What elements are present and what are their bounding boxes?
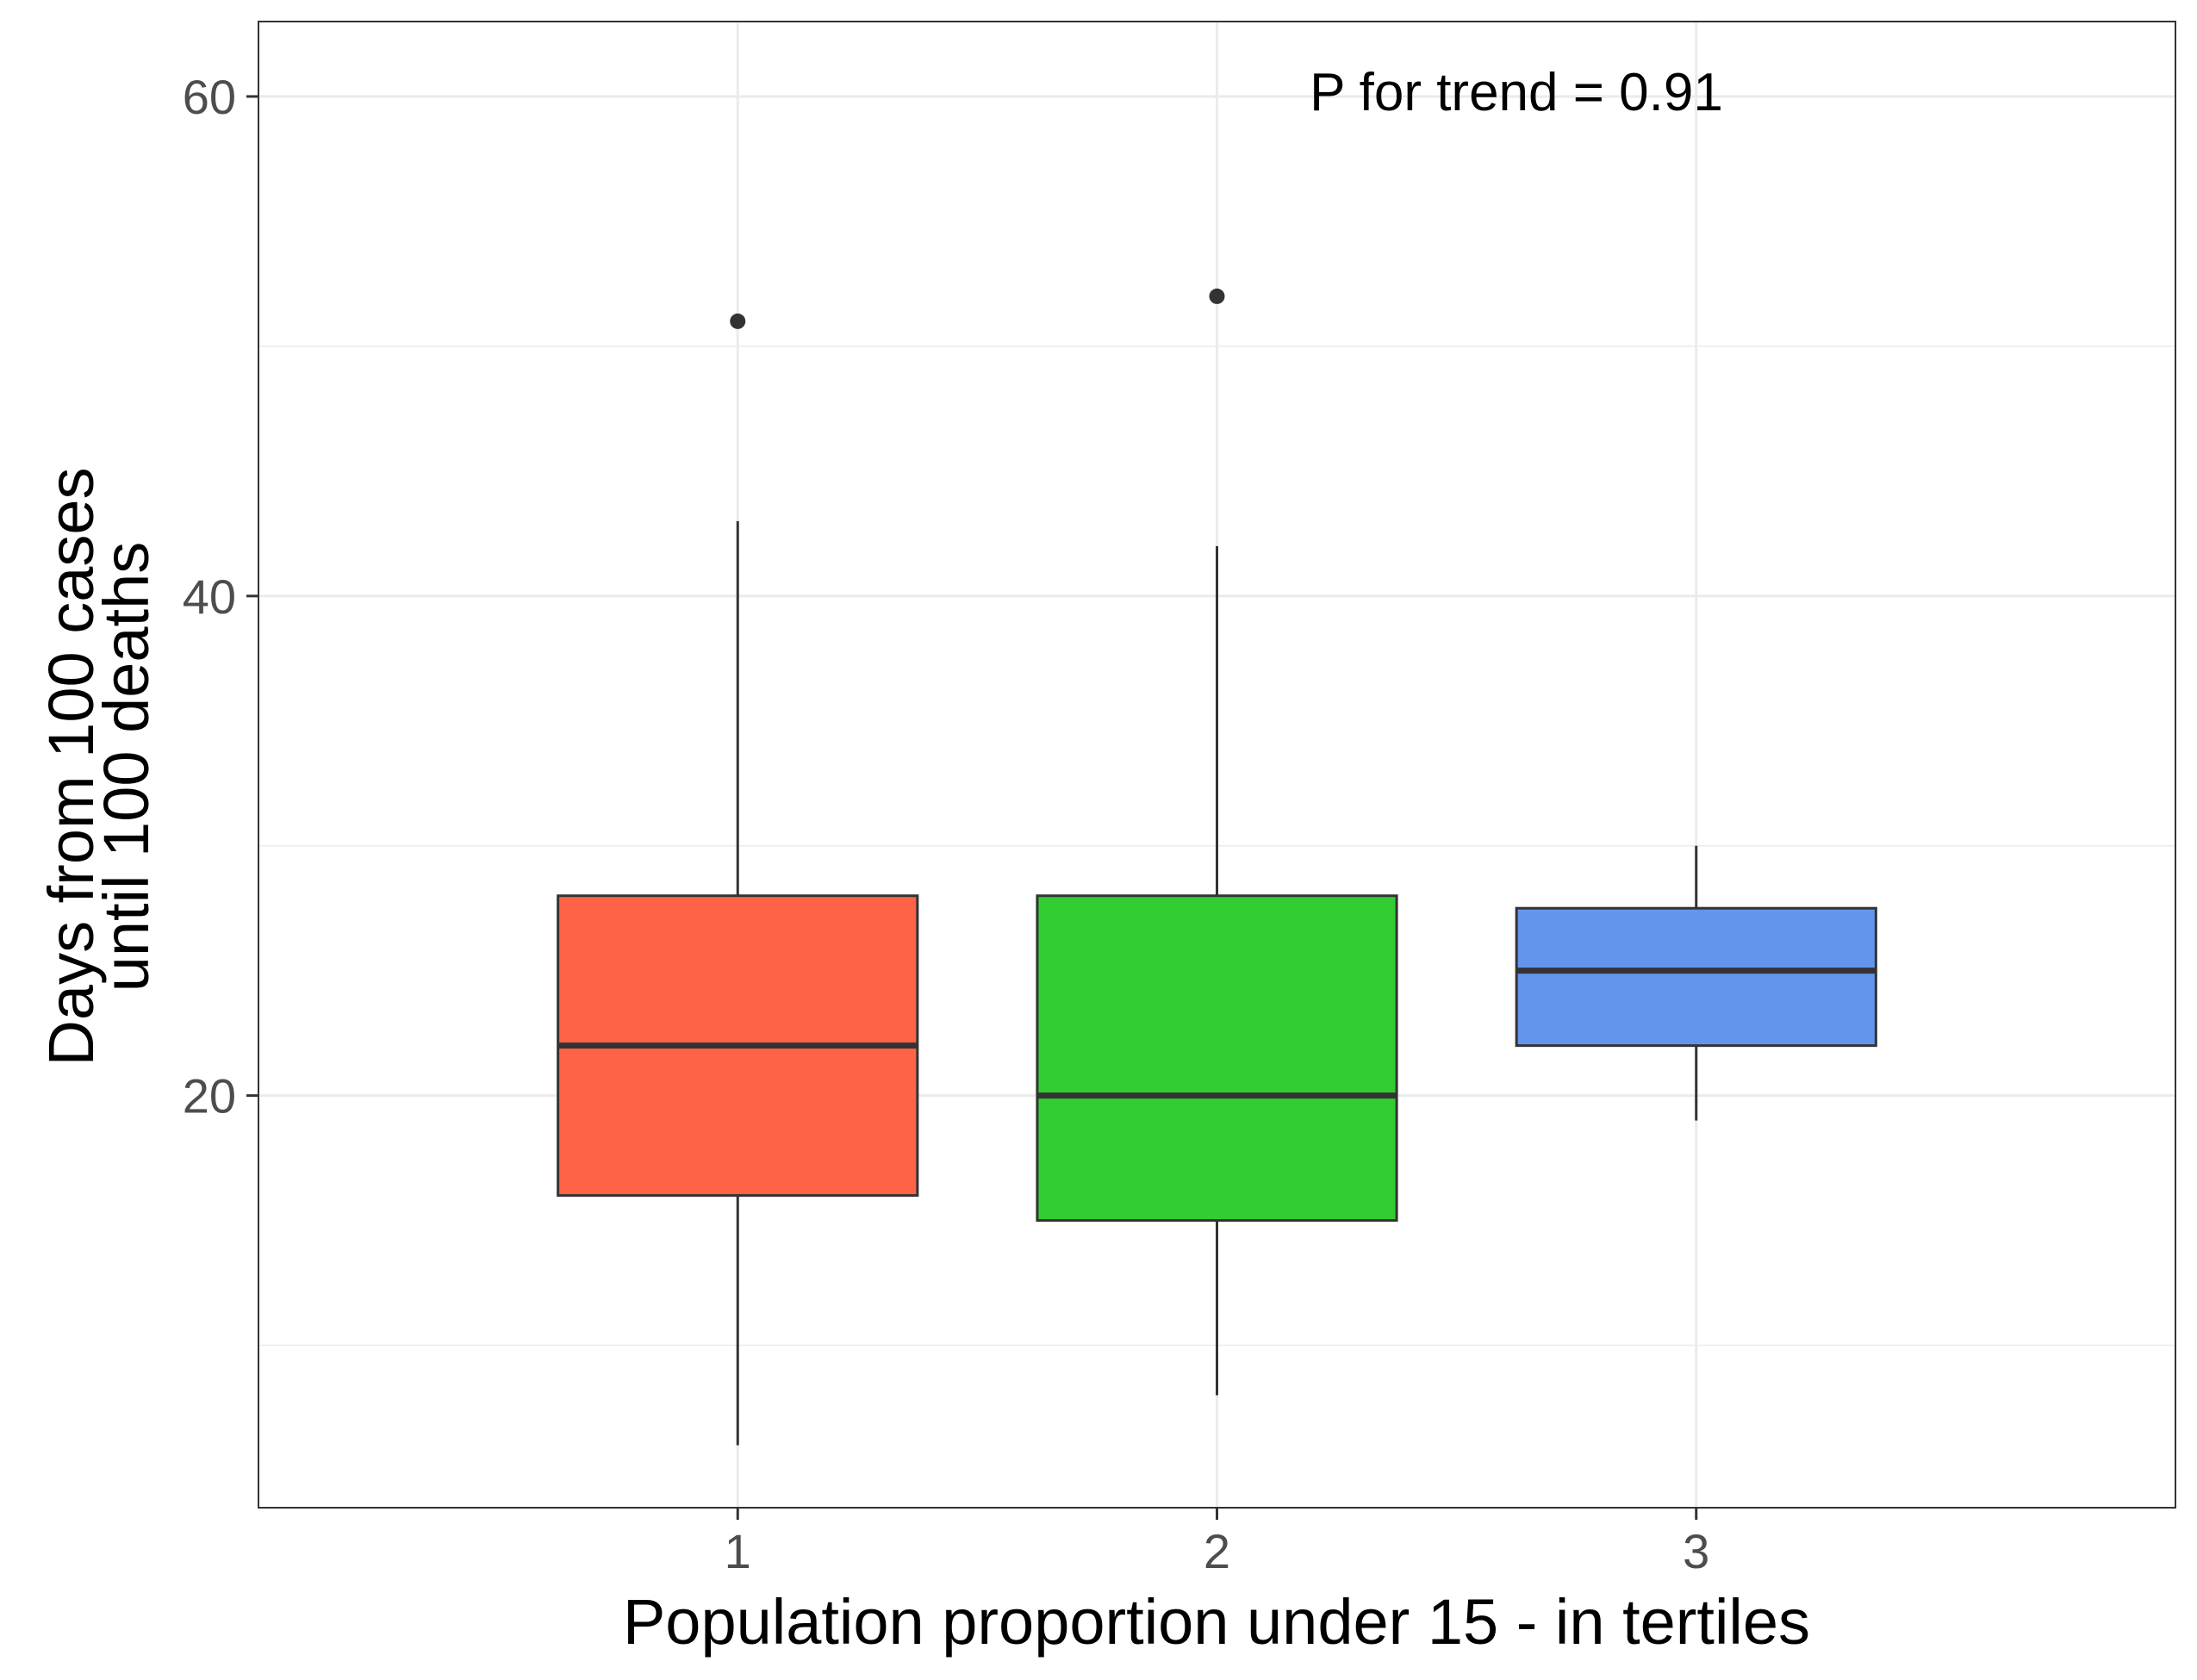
y-axis-title-line-1: Days from 100 cases xyxy=(35,467,107,1066)
p-trend-annotation: P for trend = 0.91 xyxy=(1310,63,1723,122)
box-iqr xyxy=(1036,894,1398,1223)
box-plot-series xyxy=(557,288,1877,1446)
y-tick-label: 40 xyxy=(183,569,236,624)
box-iqr xyxy=(1515,906,1877,1048)
outlier-point xyxy=(1209,288,1225,304)
x-tick-label: 1 xyxy=(725,1524,751,1578)
x-tick-label: 3 xyxy=(1683,1524,1709,1578)
box-category-3 xyxy=(1515,845,1877,1121)
box-category-1 xyxy=(557,313,919,1446)
y-axis-title: Days from 100 cases until 100 deaths xyxy=(35,467,162,1066)
box-category-2 xyxy=(1036,288,1398,1396)
outlier-point xyxy=(730,313,746,329)
x-axis-title: Population proportion under 15 - in tert… xyxy=(623,1586,1810,1658)
y-axis-title-line-2: until 100 deaths xyxy=(90,542,162,992)
y-tick-label: 20 xyxy=(183,1069,236,1123)
x-tick-label: 2 xyxy=(1204,1524,1230,1578)
axis-ticks: 20 40 60 1 2 3 xyxy=(183,70,1710,1578)
y-tick-label: 60 xyxy=(183,70,236,124)
